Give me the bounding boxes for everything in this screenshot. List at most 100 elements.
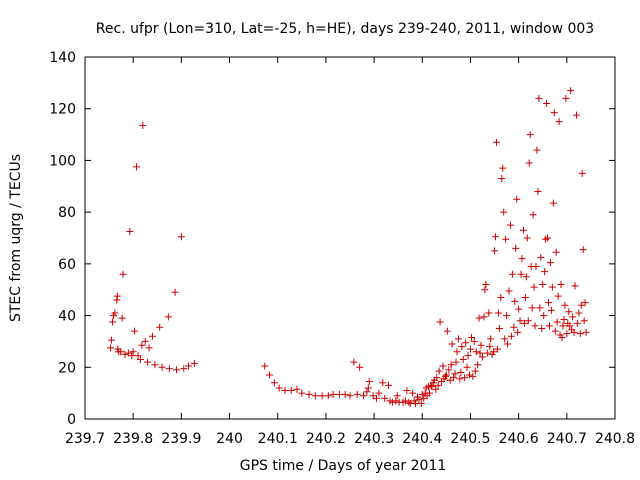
chart-title: Rec. ufpr (Lon=310, Lat=-25, h=HE), days…: [96, 21, 594, 37]
x-tick-label: 240.3: [354, 431, 394, 447]
x-axis-ticks: 239.7 239.8 239.9 240 240.1 240.2 240.3 240.4 24…: [65, 57, 635, 447]
data-point: [454, 335, 462, 343]
data-point: [108, 318, 116, 326]
data-point: [453, 348, 461, 356]
data-point: [516, 317, 524, 325]
data-point: [494, 309, 502, 317]
data-point: [466, 345, 474, 353]
data-point: [565, 308, 573, 316]
data-point: [569, 313, 577, 321]
data-point: [359, 392, 367, 400]
x-tick-label: 240: [216, 431, 243, 447]
data-point: [107, 344, 115, 352]
x-tick-label: 240.1: [258, 431, 298, 447]
data-point: [533, 146, 541, 154]
data-point: [428, 383, 436, 391]
data-point: [572, 111, 580, 119]
data-point: [534, 187, 542, 195]
data-point: [543, 100, 551, 108]
data-point: [481, 286, 489, 294]
data-point: [448, 340, 456, 348]
data-point: [148, 332, 156, 340]
data-point: [171, 288, 179, 296]
data-point: [492, 233, 500, 241]
data-point: [491, 247, 499, 255]
data-point: [433, 374, 441, 382]
y-axis-label: STEC from uqrg / TECUs: [8, 154, 24, 322]
data-point: [517, 270, 525, 278]
x-tick-label: 240.6: [499, 431, 539, 447]
data-point: [439, 362, 447, 370]
data-point: [111, 309, 119, 317]
data-point: [144, 358, 152, 366]
data-point: [459, 356, 467, 364]
data-point: [451, 370, 459, 378]
data-point: [133, 163, 141, 171]
data-point: [287, 387, 295, 395]
data-point: [435, 367, 443, 375]
data-point: [329, 390, 337, 398]
data-point: [117, 348, 125, 356]
y-tick-label: 40: [58, 309, 76, 325]
data-point: [561, 301, 569, 309]
data-point: [541, 268, 549, 276]
data-point: [539, 281, 547, 289]
data-point: [507, 332, 515, 340]
data-point: [165, 365, 173, 373]
data-point: [447, 361, 455, 369]
data-point: [311, 392, 319, 400]
data-point: [502, 235, 510, 243]
data-point: [281, 387, 289, 395]
data-point: [486, 343, 494, 351]
data-point: [485, 309, 493, 317]
plot-frame: [84, 56, 616, 420]
data-point: [418, 390, 426, 398]
data-point: [443, 327, 451, 335]
data-point: [151, 361, 159, 369]
data-point: [365, 378, 373, 386]
data-point: [388, 398, 396, 406]
data-point: [305, 390, 313, 398]
x-tick-label: 240.2: [306, 431, 346, 447]
data-point: [545, 322, 553, 330]
data-point: [379, 379, 387, 387]
data-point: [364, 384, 372, 392]
data-point: [576, 330, 584, 338]
data-point: [128, 352, 136, 360]
data-point: [554, 292, 562, 300]
data-point: [579, 246, 587, 254]
data-point: [528, 304, 536, 312]
data-point: [515, 305, 523, 313]
y-tick-label: 20: [58, 360, 76, 376]
data-point: [134, 352, 142, 360]
data-point: [544, 234, 552, 242]
x-axis-label: GPS time / Days of year 2011: [240, 458, 447, 474]
data-point: [512, 244, 520, 252]
data-point: [529, 211, 537, 219]
data-point: [472, 348, 480, 356]
data-point: [392, 397, 400, 405]
data-point: [185, 362, 193, 370]
x-tick-label: 239.8: [113, 431, 153, 447]
data-point: [385, 381, 393, 389]
data-point: [456, 375, 464, 383]
data-point: [526, 131, 534, 139]
y-tick-label: 0: [67, 412, 76, 428]
data-point: [405, 398, 413, 406]
data-point: [559, 322, 567, 330]
data-point: [458, 343, 466, 351]
data-point: [546, 259, 554, 267]
data-point: [173, 366, 181, 374]
data-point: [417, 399, 425, 407]
data-point: [550, 109, 558, 117]
data-point: [505, 287, 513, 295]
data-point: [530, 283, 538, 291]
data-point: [464, 352, 472, 360]
data-point: [538, 325, 546, 332]
data-point: [493, 345, 501, 353]
data-point: [520, 319, 528, 327]
data-point: [566, 322, 574, 330]
data-point: [582, 328, 590, 336]
data-point: [560, 315, 568, 323]
